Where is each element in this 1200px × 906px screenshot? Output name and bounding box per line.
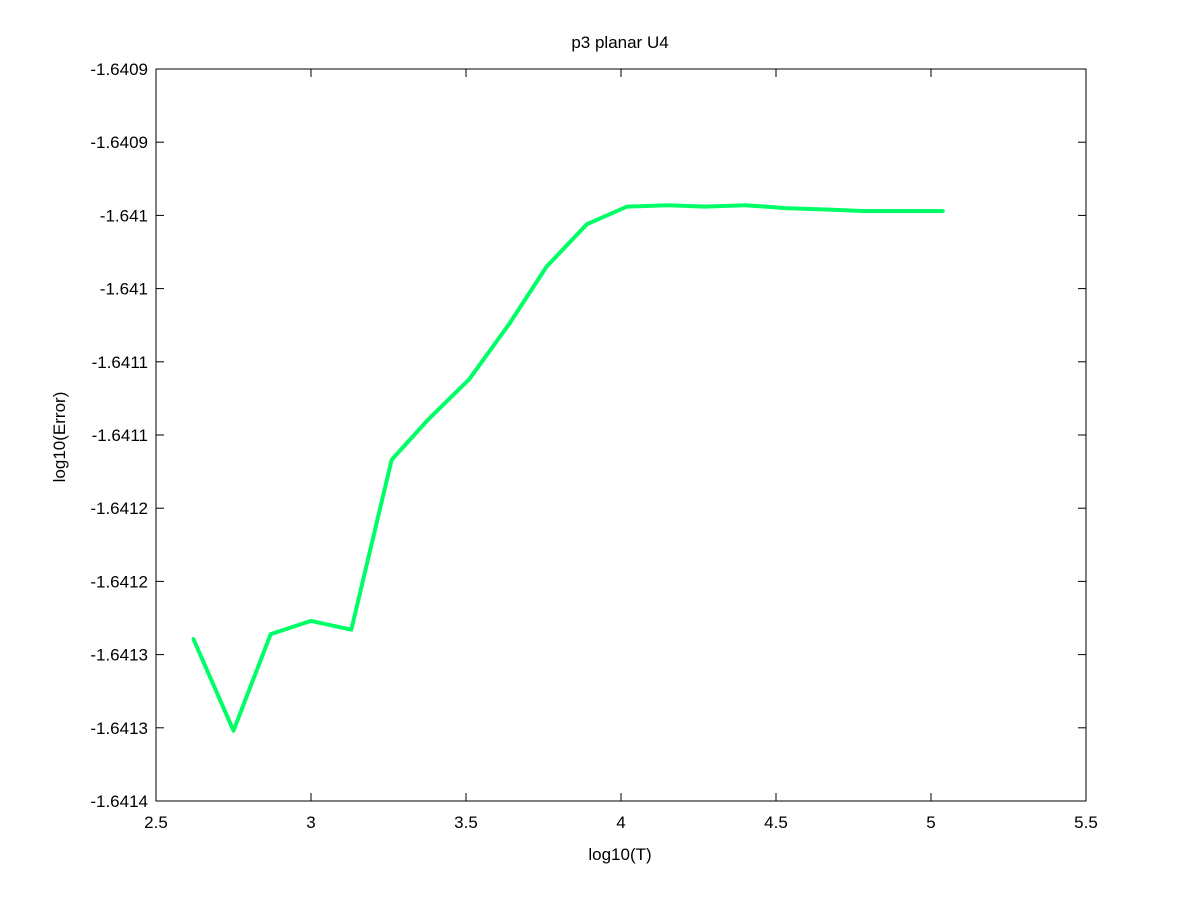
data-point: [269, 632, 273, 636]
y-axis-label: log10(Error): [50, 392, 69, 483]
data-point: [901, 209, 905, 213]
data-point: [861, 209, 865, 213]
data-point: [941, 209, 945, 213]
y-tick-label: -1.6412: [90, 499, 148, 518]
data-point: [427, 417, 431, 421]
data-point: [625, 205, 629, 209]
x-tick-label: 5: [926, 813, 935, 832]
chart-title: p3 planar U4: [571, 33, 668, 52]
data-point: [349, 628, 353, 632]
x-tick-label: 4: [616, 813, 625, 832]
data-point: [743, 203, 747, 207]
y-tick-label: -1.6409: [90, 60, 148, 79]
data-point: [666, 203, 669, 207]
y-tick-label: -1.6413: [90, 719, 148, 738]
data-point: [585, 222, 589, 226]
data-point: [467, 377, 471, 381]
plot-layer: 2.5 3 3.5 4 4.5 5 5.5 -1.6409 -1.6409 -1.641 -1.64…: [90, 60, 1097, 832]
data-point: [390, 458, 394, 462]
data-point: [824, 208, 828, 212]
y-tick-label: -1.6411: [92, 426, 148, 445]
data-point: [232, 729, 235, 733]
y-tick-label: -1.6409: [90, 133, 148, 152]
x-tick-label: 3: [306, 813, 315, 832]
plot-frame: [155, 68, 1087, 802]
x-axis-label: log10(T): [588, 845, 651, 864]
y-tick-label: -1.6412: [90, 572, 148, 591]
y-tick-label: -1.641: [100, 206, 148, 225]
data-point: [783, 206, 787, 210]
y-tick-label: -1.6413: [90, 646, 148, 665]
data-point: [703, 205, 707, 209]
data-point: [507, 322, 511, 326]
data-point: [309, 619, 313, 623]
y-tick-label: -1.6411: [92, 353, 148, 372]
series-line-1: [191, 203, 944, 733]
x-tick-label: 2.5: [144, 813, 168, 832]
y-tick-label: -1.641: [100, 280, 148, 299]
x-tick-label: 4.5: [764, 813, 788, 832]
y-tick-label: -1.6414: [90, 792, 148, 811]
data-point: [191, 636, 195, 640]
data-point: [545, 265, 549, 269]
x-tick-label: 5.5: [1074, 813, 1098, 832]
x-tick-label: 3.5: [454, 813, 478, 832]
